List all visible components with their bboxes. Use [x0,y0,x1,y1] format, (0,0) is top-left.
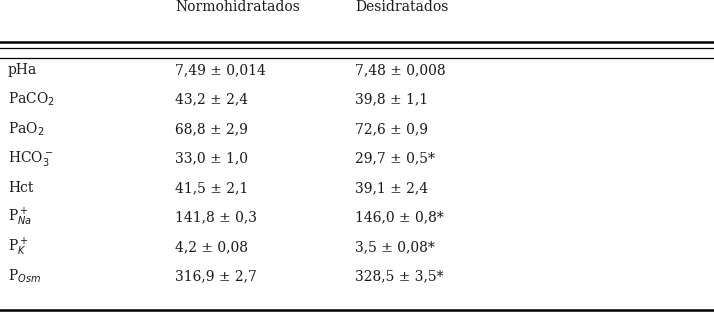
Text: pHa: pHa [8,63,37,77]
Text: 41,5 ± 2,1: 41,5 ± 2,1 [175,181,248,195]
Text: 39,1 ± 2,4: 39,1 ± 2,4 [355,181,428,195]
Text: 146,0 ± 0,8*: 146,0 ± 0,8* [355,210,443,225]
Text: P$_{Osm}$: P$_{Osm}$ [8,268,41,285]
Text: Desidratados: Desidratados [355,0,448,14]
Text: 7,48 ± 0,008: 7,48 ± 0,008 [355,63,446,77]
Text: 68,8 ± 2,9: 68,8 ± 2,9 [175,122,248,136]
Text: 316,9 ± 2,7: 316,9 ± 2,7 [175,269,257,284]
Text: 3,5 ± 0,08*: 3,5 ± 0,08* [355,240,435,254]
Text: 33,0 ± 1,0: 33,0 ± 1,0 [175,151,248,165]
Text: PaCO$_2$: PaCO$_2$ [8,91,55,108]
Text: 39,8 ± 1,1: 39,8 ± 1,1 [355,93,428,106]
Text: 4,2 ± 0,08: 4,2 ± 0,08 [175,240,248,254]
Text: 7,49 ± 0,014: 7,49 ± 0,014 [175,63,266,77]
Text: 328,5 ± 3,5*: 328,5 ± 3,5* [355,269,443,284]
Text: Hct: Hct [8,181,34,195]
Text: PaO$_2$: PaO$_2$ [8,120,44,138]
Text: 141,8 ± 0,3: 141,8 ± 0,3 [175,210,257,225]
Text: P$_{Na}^+$: P$_{Na}^+$ [8,207,32,228]
Text: P$_K^+$: P$_K^+$ [8,236,29,258]
Text: 43,2 ± 2,4: 43,2 ± 2,4 [175,93,248,106]
Text: 72,6 ± 0,9: 72,6 ± 0,9 [355,122,428,136]
Text: Normohidratados: Normohidratados [175,0,300,14]
Text: HCO$_3^-$: HCO$_3^-$ [8,149,54,168]
Text: 29,7 ± 0,5*: 29,7 ± 0,5* [355,151,435,165]
